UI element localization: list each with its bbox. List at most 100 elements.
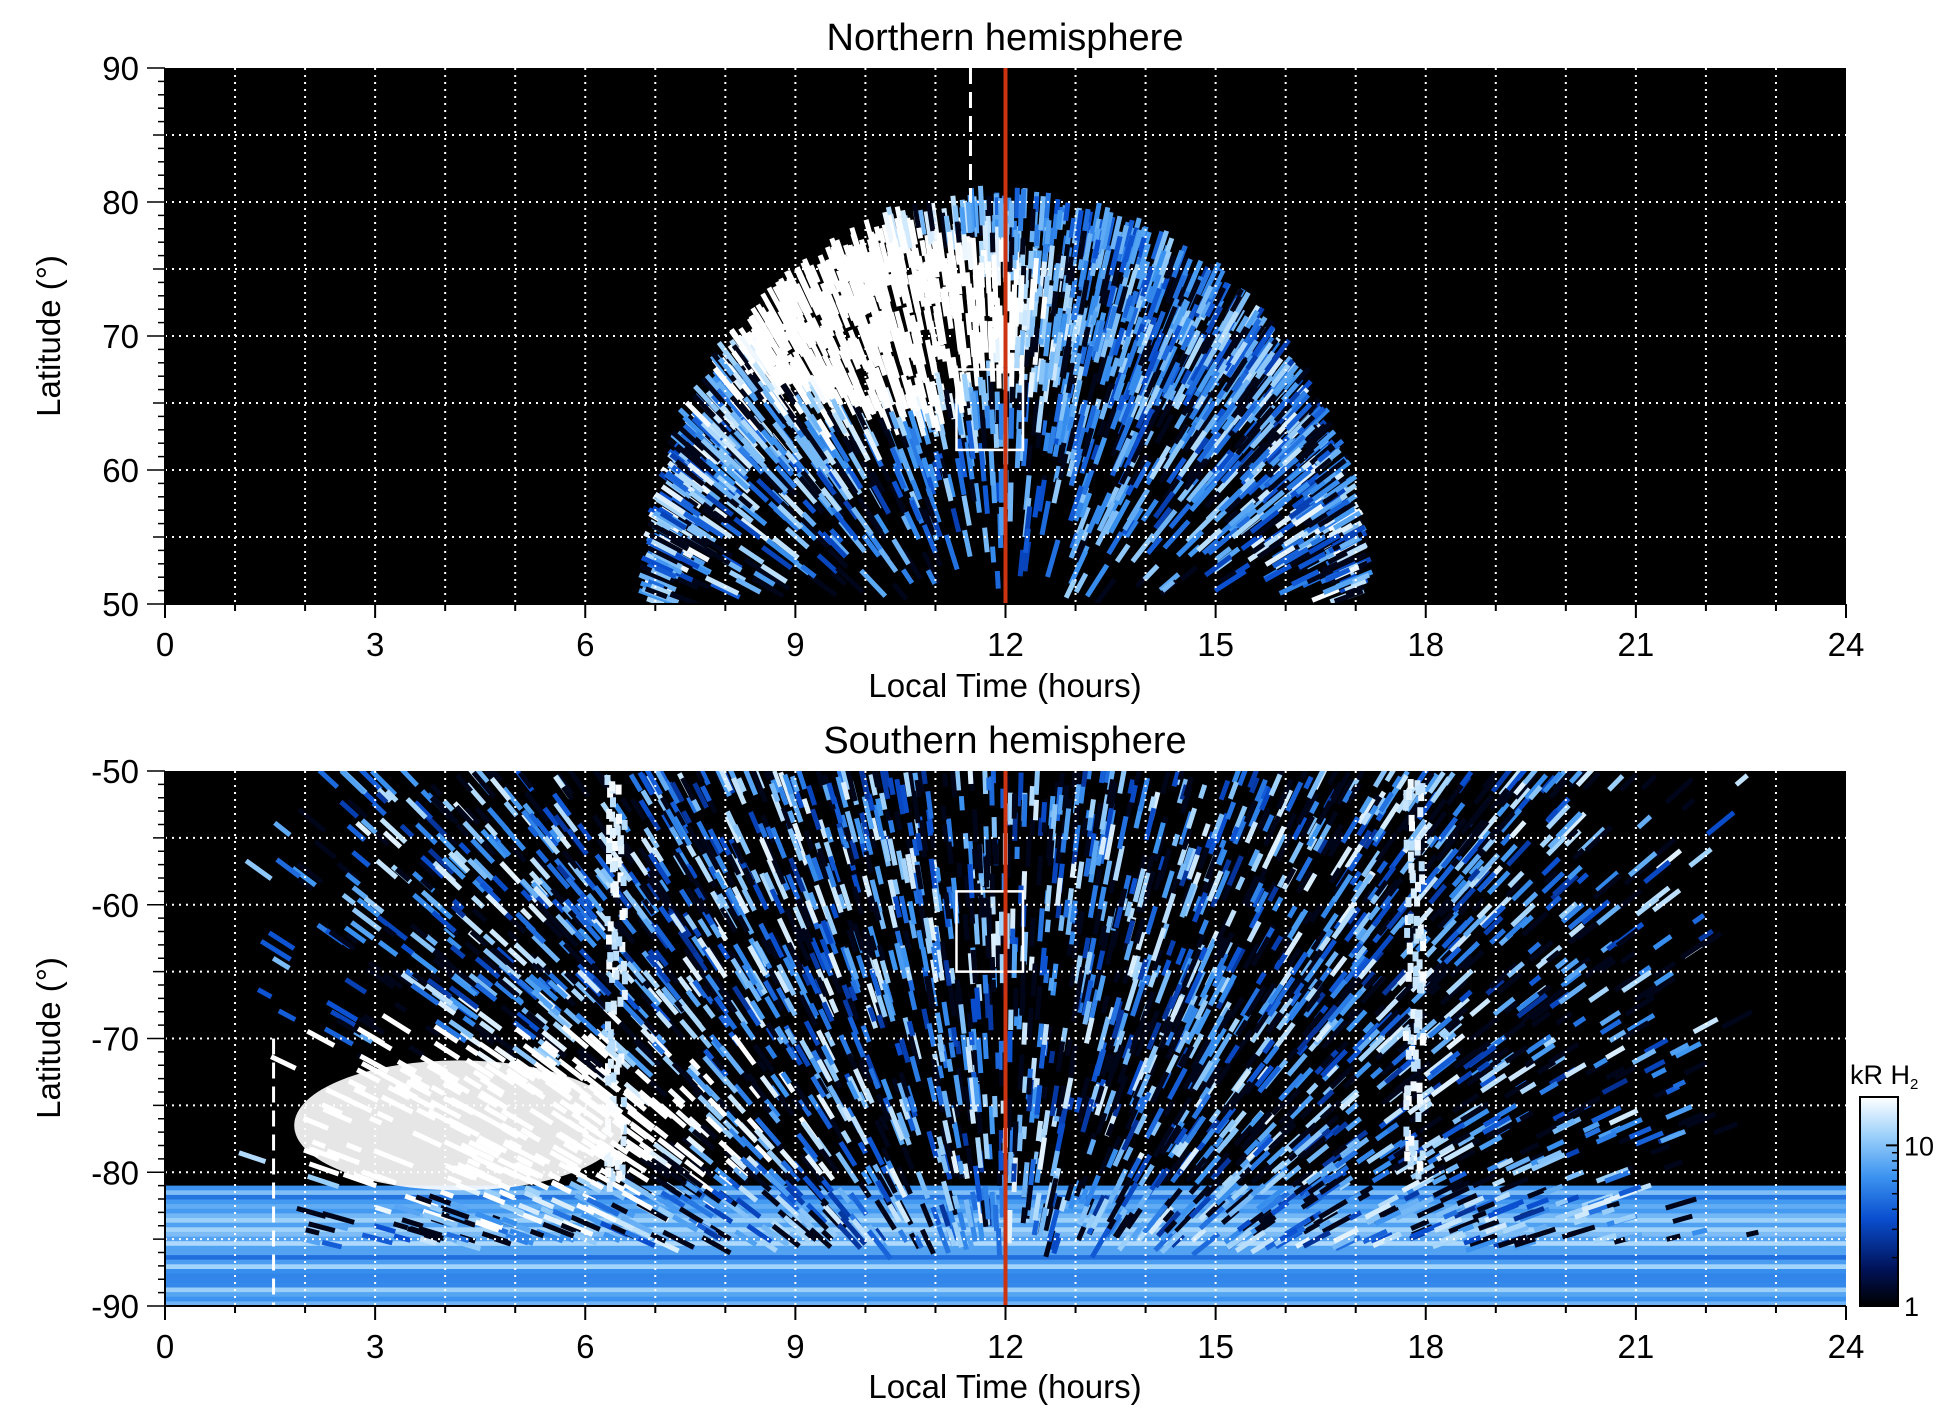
emission-streak <box>570 1214 601 1232</box>
emission-streak <box>680 431 696 447</box>
emission-streak <box>665 470 685 487</box>
emission-streak <box>789 1164 806 1182</box>
emission-streak <box>780 1071 792 1085</box>
emission-streak <box>1237 771 1250 787</box>
emission-streak <box>1183 776 1194 798</box>
emission-streak <box>1075 506 1091 535</box>
emission-streak <box>853 294 871 333</box>
emission-streak <box>1219 569 1237 584</box>
emission-streak <box>857 496 883 533</box>
emission-streak <box>1358 795 1373 814</box>
emission-streak <box>1162 1209 1175 1223</box>
emission-streak <box>911 203 922 229</box>
emission-streak <box>476 973 494 988</box>
emission-streak <box>509 917 527 935</box>
emission-streak <box>1346 1048 1362 1064</box>
emission-streak <box>1122 1146 1134 1161</box>
emission-streak <box>952 365 963 405</box>
emission-streak <box>1307 978 1320 992</box>
emission-streak <box>1114 394 1126 414</box>
emission-streak <box>1403 1189 1420 1202</box>
emission-streak <box>1332 510 1362 531</box>
emission-streak <box>344 977 368 995</box>
emission-streak <box>621 840 635 857</box>
emission-streak <box>1418 1115 1443 1134</box>
emission-streak <box>1254 1214 1277 1233</box>
emission-streak <box>1089 253 1099 277</box>
emission-streak <box>763 1098 781 1119</box>
emission-streak <box>962 1163 970 1180</box>
emission-streak <box>1103 802 1115 839</box>
emission-streak <box>509 843 527 863</box>
emission-streak <box>1123 307 1139 342</box>
emission-streak <box>686 415 714 443</box>
emission-streak <box>1691 1227 1708 1237</box>
emission-streak <box>1074 209 1084 242</box>
emission-streak <box>1097 206 1111 246</box>
emission-streak <box>932 460 943 481</box>
emission-streak <box>1092 227 1101 250</box>
emission-streak <box>1681 797 1696 812</box>
emission-streak <box>1106 285 1117 308</box>
emission-streak <box>1249 881 1264 904</box>
emission-streak <box>1251 374 1274 402</box>
emission-streak <box>1031 1219 1040 1236</box>
emission-streak <box>733 1083 754 1106</box>
emission-streak <box>1352 1022 1381 1052</box>
emission-streak <box>391 969 418 990</box>
emission-streak <box>1068 966 1077 988</box>
emission-streak <box>375 791 389 805</box>
emission-streak <box>780 807 795 833</box>
emission-streak <box>674 459 690 473</box>
emission-streak <box>907 822 915 837</box>
emission-streak <box>934 1012 944 1034</box>
emission-streak <box>1270 363 1299 397</box>
emission-streak <box>1286 468 1312 491</box>
emission-streak <box>1482 837 1497 852</box>
emission-streak <box>1184 971 1204 1005</box>
emission-streak <box>740 492 761 511</box>
emission-streak <box>816 1058 833 1083</box>
emission-streak <box>819 408 835 428</box>
emission-streak <box>1439 1185 1470 1204</box>
emission-streak <box>1500 833 1513 847</box>
emission-streak <box>936 1136 946 1156</box>
emission-streak <box>1245 354 1259 371</box>
emission-streak <box>1076 307 1089 346</box>
emission-streak <box>474 1211 504 1226</box>
emission-streak <box>798 475 820 500</box>
emission-streak <box>685 843 697 858</box>
emission-streak <box>1217 331 1232 352</box>
emission-streak <box>738 1184 759 1203</box>
emission-streak <box>1328 867 1342 884</box>
emission-streak <box>894 778 906 815</box>
emission-streak <box>840 254 856 284</box>
emission-streak <box>1283 393 1311 422</box>
emission-streak <box>777 786 789 806</box>
emission-streak <box>509 1228 533 1241</box>
emission-streak <box>1177 482 1195 503</box>
emission-streak <box>998 468 1005 503</box>
emission-streak <box>1302 910 1315 926</box>
emission-streak <box>1300 976 1318 997</box>
emission-streak <box>1007 482 1014 522</box>
emission-streak <box>1451 1092 1480 1114</box>
emission-streak <box>1250 422 1275 449</box>
emission-streak <box>750 869 762 884</box>
emission-streak <box>689 523 707 537</box>
emission-streak <box>1281 447 1303 467</box>
emission-streak <box>1289 390 1308 410</box>
emission-streak <box>620 1214 654 1235</box>
emission-streak <box>874 1119 891 1149</box>
emission-streak <box>851 337 869 370</box>
emission-streak <box>899 264 910 286</box>
emission-streak <box>1054 1122 1066 1155</box>
emission-streak <box>1162 519 1191 550</box>
emission-streak <box>1265 1006 1287 1034</box>
emission-streak <box>634 1234 656 1248</box>
emission-streak <box>1145 285 1156 303</box>
emission-streak <box>913 329 927 366</box>
emission-streak <box>1316 800 1333 826</box>
emission-streak <box>738 335 760 364</box>
emission-streak <box>774 464 798 490</box>
